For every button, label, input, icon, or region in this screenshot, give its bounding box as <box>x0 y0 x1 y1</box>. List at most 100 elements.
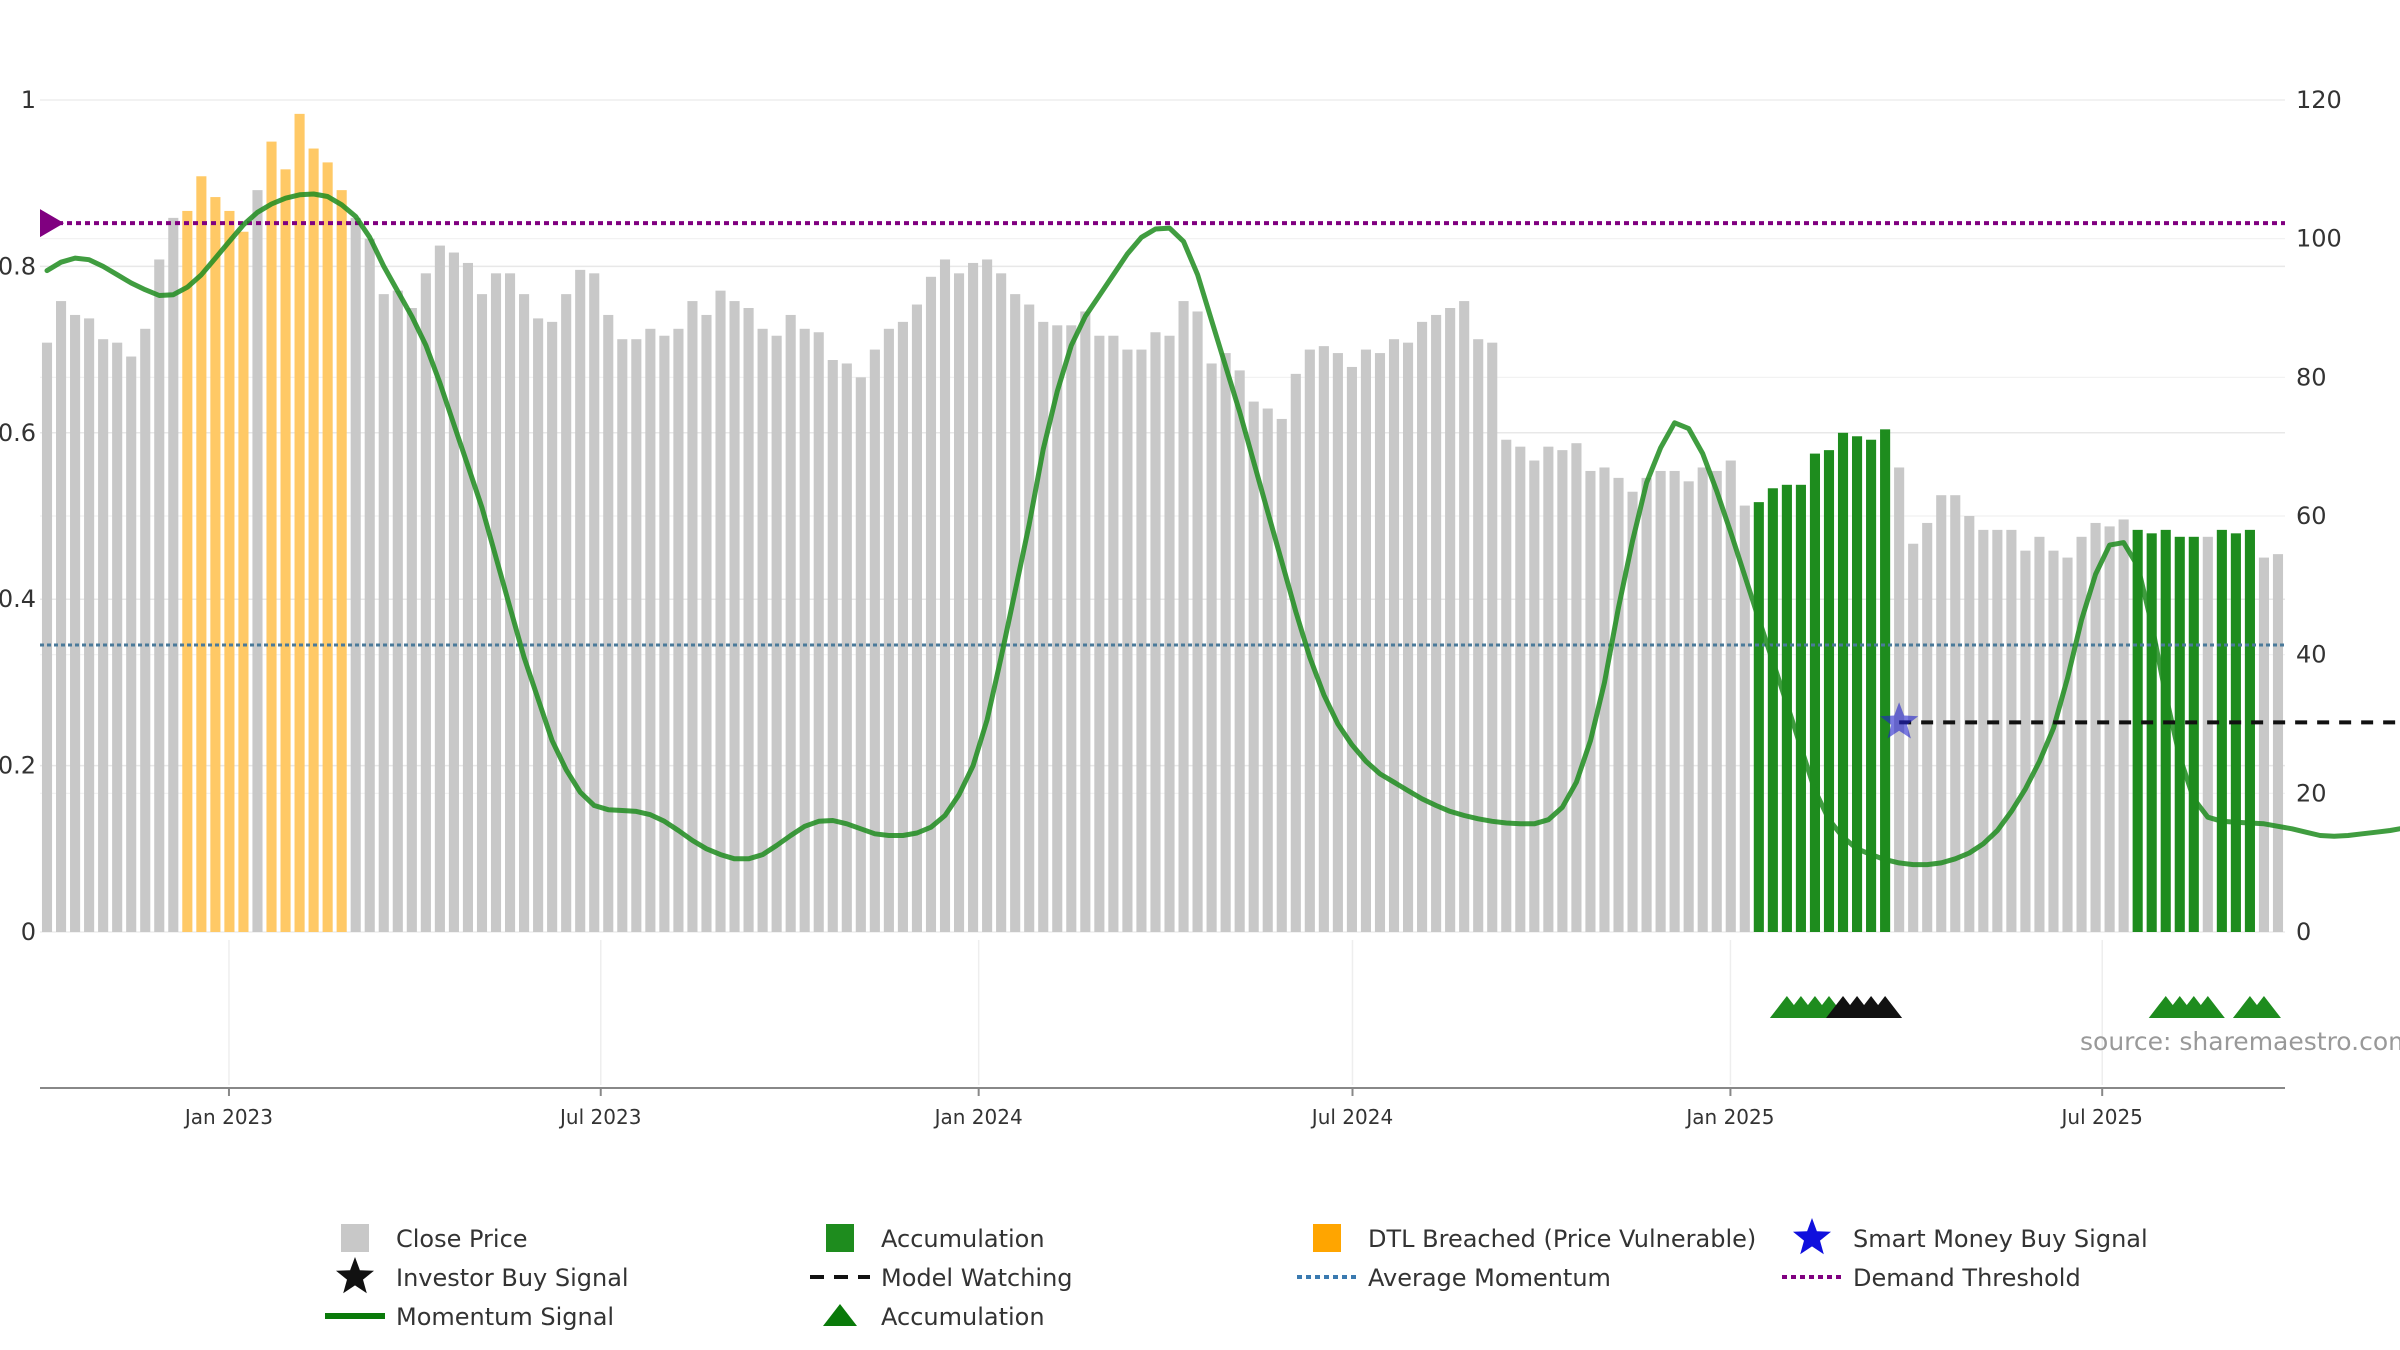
price-bar <box>659 335 670 932</box>
price-bar <box>1711 470 1722 932</box>
legend-label: Demand Threshold <box>1853 1264 2081 1292</box>
accumulation-bar <box>1753 502 1764 932</box>
price-bar <box>448 252 459 933</box>
demand-threshold-marker <box>40 209 64 238</box>
y-left-tick-label: 0 <box>21 918 36 946</box>
y-right-tick-label: 0 <box>2296 918 2311 946</box>
accumulation-marker <box>2246 996 2281 1018</box>
price-bar <box>603 314 614 932</box>
price-bar <box>1992 529 2003 932</box>
price-bar <box>1894 467 1905 932</box>
price-bar <box>1024 304 1035 932</box>
x-tick-label: Jan 2023 <box>183 1105 273 1129</box>
price-bar <box>1725 460 1736 932</box>
accumulation-bar <box>2216 529 2227 932</box>
price-bar <box>1669 470 1680 932</box>
price-bar <box>1627 491 1638 932</box>
accumulation-bar <box>2188 536 2199 932</box>
price-bar <box>1459 301 1470 933</box>
price-bar <box>1445 308 1456 932</box>
price-bar <box>1585 470 1596 932</box>
price-bar <box>378 294 389 933</box>
dtl-breached-bar <box>196 176 207 932</box>
legend-label: DTL Breached (Price Vulnerable) <box>1368 1225 1756 1253</box>
price-bar <box>743 308 754 932</box>
price-bar <box>98 339 109 932</box>
price-bar <box>2104 526 2115 932</box>
price-bar <box>364 238 375 932</box>
accumulation-bar <box>2244 529 2255 932</box>
price-bar <box>2118 519 2129 932</box>
price-bar <box>1473 339 1484 932</box>
accumulation-bar <box>1851 436 1863 932</box>
price-bar <box>785 314 796 932</box>
price-bar <box>729 301 740 933</box>
dtl-breached-bar <box>210 197 221 933</box>
source-label: source: sharemaestro.com <box>2080 1027 2400 1056</box>
dtl-breached-bar <box>308 148 319 933</box>
price-bar <box>2006 529 2017 932</box>
price-bar <box>1739 505 1750 932</box>
price-bar <box>982 259 993 932</box>
price-bar <box>771 335 782 932</box>
price-bar <box>1164 335 1175 932</box>
y-left-tick-label: 1 <box>21 86 36 114</box>
axes: Jan 2023 Jul 2023 Jan 2024 Jul 2024 Jan 2025… <box>0 86 2342 1129</box>
legend-item-model-watching: Model Watching <box>810 1264 1073 1292</box>
price-bar <box>420 273 431 932</box>
price-bar <box>561 294 572 933</box>
price-bar <box>996 273 1007 932</box>
price-bar <box>1922 522 1933 932</box>
price-bar <box>112 342 123 933</box>
legend-swatch <box>826 1224 854 1252</box>
y-right-tick-label: 20 <box>2296 779 2327 807</box>
price-bar <box>1697 467 1708 932</box>
price-bar <box>84 318 95 932</box>
y-right-tick-label: 80 <box>2296 363 2327 391</box>
legend-triangle-icon <box>823 1304 857 1326</box>
price-bar <box>1094 335 1105 932</box>
legend-swatch <box>341 1224 369 1252</box>
momentum-signal-line <box>44 191 2400 868</box>
y-left-tick-label: 0.2 <box>0 752 36 780</box>
price-bar <box>925 276 937 932</box>
price-bar <box>645 328 656 932</box>
price-bar <box>1515 446 1526 932</box>
price-bar <box>1388 339 1400 932</box>
price-bar <box>140 328 151 932</box>
accumulation-bar <box>2160 529 2171 932</box>
price-bar <box>883 328 894 932</box>
legend-item-close-price: Close Price <box>341 1224 528 1253</box>
price-bar <box>1543 446 1554 932</box>
price-bar <box>855 377 866 932</box>
y-right-tick-label: 100 <box>2296 225 2342 253</box>
price-bar <box>1192 311 1203 932</box>
price-bar <box>55 301 67 933</box>
legend-label: Model Watching <box>881 1264 1073 1292</box>
price-bar <box>1613 477 1624 932</box>
price-bar <box>1402 342 1414 933</box>
price-bar <box>1290 373 1301 932</box>
legend-label: Close Price <box>396 1225 528 1253</box>
price-bar <box>1066 325 1077 932</box>
x-tick-label: Jul 2025 <box>2060 1105 2143 1129</box>
dtl-breached-bar <box>336 190 347 933</box>
legend-label: Smart Money Buy Signal <box>1853 1225 2148 1253</box>
price-bar <box>1052 325 1063 932</box>
price-bar <box>2048 550 2059 932</box>
legend-item-accumulation-bar: Accumulation <box>826 1224 1045 1253</box>
legend-star-icon <box>336 1257 374 1294</box>
x-tick-label: Jul 2024 <box>1310 1105 1393 1129</box>
price-bar <box>841 363 852 932</box>
legend-item-investor-buy: Investor Buy Signal <box>336 1257 629 1294</box>
price-bar <box>715 290 726 933</box>
legend-star-icon <box>1793 1218 1831 1255</box>
price-bar <box>462 262 474 932</box>
x-tick-label: Jul 2023 <box>558 1105 641 1129</box>
dtl-breached-bar <box>280 169 291 933</box>
price-bar <box>1978 529 1989 932</box>
price-bar <box>1360 349 1372 933</box>
accumulation-bar <box>2132 529 2143 932</box>
price-bar <box>2062 557 2073 932</box>
price-bar <box>2272 554 2284 932</box>
